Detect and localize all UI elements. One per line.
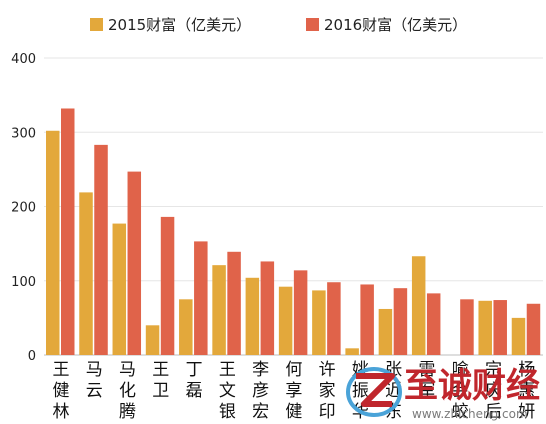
legend: 2015财富（亿美元） 2016财富（亿美元） [90,16,467,34]
y-tick-label: 0 [28,349,36,364]
bar-2015 [212,265,226,355]
gridlines [44,57,543,282]
bar-2015 [79,192,93,355]
bar-2016 [227,251,241,355]
bar-2016 [260,261,275,355]
legend-label-2015: 2015财富（亿美元） [108,16,251,34]
x-category-label: 李彦宏 [252,360,269,422]
x-category-label: 王健林 [53,360,70,422]
bar-2016 [493,300,507,355]
x-category-label: 王卫 [152,360,169,401]
bar-2015 [378,308,393,355]
bar-2016 [61,108,75,356]
y-tick-label: 400 [11,52,36,67]
bar-2015 [511,317,526,355]
watermark-url: www.zhicheng.com [412,407,528,421]
bar-2015 [312,290,326,355]
y-tick-label: 300 [11,126,36,141]
bar-2016 [94,144,108,355]
legend-swatch-2016 [306,18,319,31]
x-category-label: 喻会蛟 [452,360,469,422]
y-tick-label: 100 [11,275,36,290]
bar-2015 [411,256,426,355]
bar-2016 [426,293,441,355]
bar-2016 [393,288,408,355]
legend-label-2016: 2016财富（亿美元） [324,16,467,34]
bar-2016 [194,241,208,355]
watermark-logo-icon [346,367,402,417]
bars [46,108,541,356]
bar-2015 [345,348,359,355]
bar-2015 [46,130,60,355]
bar-2015 [179,299,193,355]
watermark: 至诚财经 www.zhicheng.com [346,366,540,421]
bar-2015 [478,300,492,355]
x-category-label: 杨惠妍 [518,360,535,422]
bar-2016 [293,270,308,355]
bar-2016 [327,282,341,355]
bar-2016 [460,299,474,355]
x-category-label: 何享健 [285,360,302,422]
x-category-label: 雷军 [418,360,435,401]
x-category-label: 许家印 [319,360,336,422]
bar-2015 [112,223,127,355]
x-category-label: 丁磊 [186,360,203,401]
bar-2015 [145,325,160,355]
x-category-label: 宗庆后 [485,360,502,422]
bar-2015 [278,286,293,355]
x-category-label: 马云 [86,360,103,401]
bar-2016 [160,216,175,355]
legend-swatch-2015 [90,18,103,31]
watermark-text: 至诚财经 [404,366,540,406]
x-category-label: 王文银 [219,360,236,422]
bar-2016 [360,284,374,355]
x-category-label: 马化腾 [119,360,136,422]
bar-2016 [526,303,541,355]
y-axis: 0 100 200 300 400 [11,52,543,364]
y-tick-label: 200 [11,201,36,216]
bar-2016 [127,171,142,355]
bar-2015 [245,277,260,355]
